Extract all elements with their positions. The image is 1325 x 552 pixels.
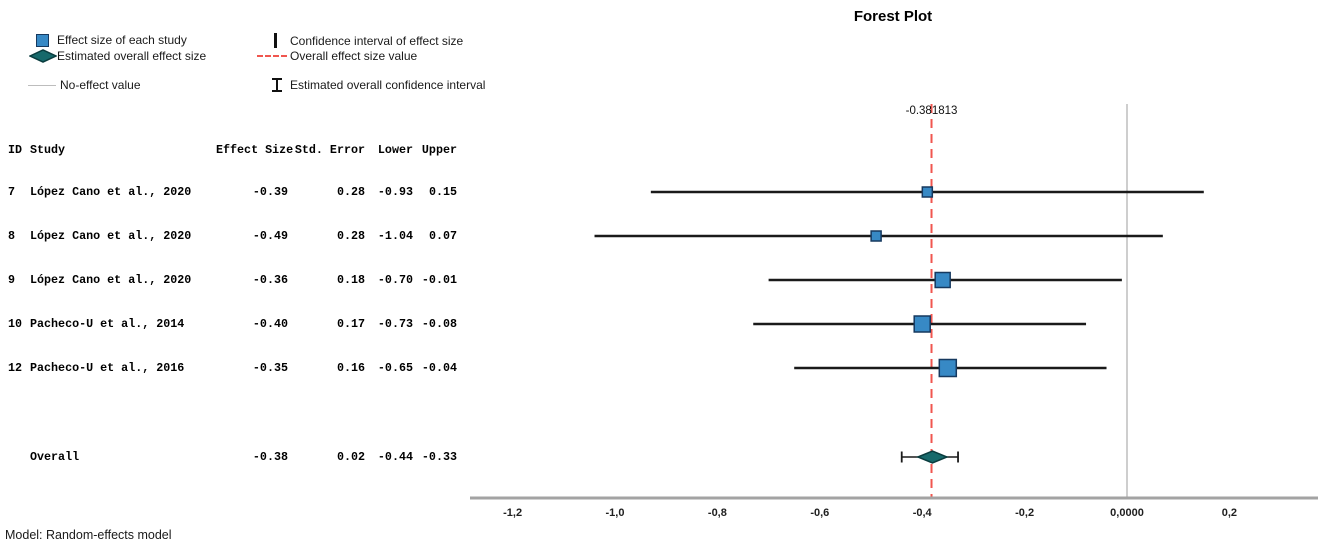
col-header-effect: Effect Size [216, 143, 294, 157]
cell-effect: -0.35 [252, 361, 288, 375]
overall-effect-value-label: -0.381813 [906, 105, 958, 117]
cell-lower: -0.44 [377, 450, 413, 464]
col-header-upper: Upper [421, 143, 457, 157]
i-beam-icon [272, 78, 282, 92]
cell-upper: -0.08 [421, 317, 457, 331]
cell-lower: -0.65 [377, 361, 413, 375]
cell-std-error: 0.17 [336, 317, 365, 331]
effect-size-marker [921, 186, 934, 198]
effect-size-marker [913, 315, 931, 333]
study-square-icon [36, 33, 49, 47]
cell-effect: -0.38 [252, 450, 288, 464]
table-row: 9 López Cano et al., 2020 -0.36 0.18 -0.70 -0… [8, 273, 457, 287]
red-dashed-line-icon [257, 55, 287, 57]
effect-size-marker [870, 230, 882, 242]
cell-std-error: 0.02 [336, 450, 365, 464]
col-header-std-error: Std. Error [294, 143, 365, 157]
effect-size-marker [938, 358, 958, 378]
table-header-row: ID Study Effect Size Std. Error Lower Up… [8, 143, 457, 157]
cell-effect: -0.40 [252, 317, 288, 331]
cell-lower: -0.93 [377, 185, 413, 199]
plot-title: Forest Plot [853, 8, 933, 25]
x-tick-label: 0,2 [1222, 507, 1237, 519]
cell-upper: 0.07 [428, 229, 457, 243]
cell-upper: -0.01 [421, 273, 457, 287]
table-row: Overall -0.38 0.02 -0.44 -0.33 [8, 450, 457, 464]
legend-item-overall-line: Overall effect size value [257, 49, 418, 63]
cell-upper: -0.04 [421, 361, 457, 375]
overall-diamond [915, 450, 949, 464]
x-tick-label: 0,0000 [1110, 507, 1144, 519]
ci-bar-icon [274, 33, 277, 48]
cell-std-error: 0.28 [336, 229, 365, 243]
effect-size-marker [934, 271, 951, 289]
cell-upper: -0.33 [421, 450, 457, 464]
legend-item-overall-ci: Estimated overall confidence interval [271, 77, 485, 93]
cell-effect: -0.49 [252, 229, 288, 243]
cell-std-error: 0.16 [336, 361, 365, 375]
cell-study: López Cano et al., 2020 [30, 185, 192, 199]
cell-study: Overall [30, 450, 80, 464]
cell-study: López Cano et al., 2020 [30, 229, 192, 243]
legend-label: Estimated overall confidence interval [290, 78, 486, 92]
legend-label: No-effect value [60, 78, 141, 92]
table-row: 12 Pacheco-U et al., 2016 -0.35 0.16 -0.65 -0… [8, 361, 457, 375]
x-tick-label: -0,4 [913, 507, 933, 519]
x-tick-label: -0,6 [810, 507, 829, 519]
legend-label: Confidence interval of effect size [290, 33, 464, 48]
legend-item-no-effect: No-effect value [28, 78, 141, 92]
cell-lower: -0.73 [377, 317, 413, 331]
cell-id: 12 [8, 361, 23, 375]
cell-upper: 0.15 [428, 185, 457, 199]
cell-id: 9 [8, 273, 16, 287]
table-row: 10 Pacheco-U et al., 2014 -0.40 0.17 -0.73 -0… [8, 317, 457, 331]
cell-lower: -0.70 [377, 273, 413, 287]
model-note: Model: Random-effects model [5, 528, 172, 542]
table-row: 7 López Cano et al., 2020 -0.39 0.28 -0.93 0.… [8, 185, 457, 199]
cell-std-error: 0.28 [336, 185, 365, 199]
cell-study: Pacheco-U et al., 2016 [30, 361, 185, 375]
x-tick-label: -1,0 [606, 507, 625, 519]
x-tick-label: -1,2 [503, 507, 522, 519]
col-header-id: ID [8, 143, 23, 157]
legend-item-overall-effect: Estimated overall effect size [29, 49, 206, 63]
legend-label: Effect size of each study [57, 33, 187, 47]
col-header-lower: Lower [377, 143, 413, 157]
legend-item-ci: Confidence interval of effect size [274, 33, 463, 48]
cell-std-error: 0.18 [336, 273, 365, 287]
table-row: 8 López Cano et al., 2020 -0.49 0.28 -1.04 0.… [8, 229, 457, 243]
cell-id: 10 [8, 317, 23, 331]
cell-study: López Cano et al., 2020 [30, 273, 192, 287]
cell-effect: -0.39 [252, 185, 288, 199]
cell-effect: -0.36 [252, 273, 288, 287]
cell-study: Pacheco-U et al., 2014 [30, 317, 185, 331]
x-tick-label: -0,8 [708, 507, 727, 519]
legend-item-effect-size: Effect size of each study [36, 33, 187, 47]
legend-label: Estimated overall effect size [57, 49, 207, 63]
no-effect-line-icon [28, 84, 56, 86]
cell-id: 7 [8, 185, 16, 199]
overall-diamond-icon [29, 49, 57, 63]
col-header-study: Study [30, 143, 66, 157]
x-tick-label: -0,2 [1015, 507, 1034, 519]
cell-id: 8 [8, 229, 16, 243]
legend-label: Overall effect size value [290, 49, 418, 63]
cell-lower: -1.04 [377, 229, 413, 243]
